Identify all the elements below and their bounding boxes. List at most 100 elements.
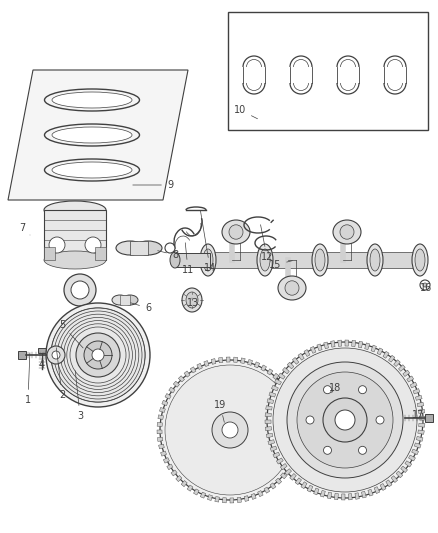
Polygon shape — [295, 478, 301, 484]
Polygon shape — [292, 358, 299, 364]
Circle shape — [84, 341, 112, 369]
Polygon shape — [290, 397, 297, 402]
Polygon shape — [361, 491, 366, 498]
Polygon shape — [341, 494, 345, 500]
Ellipse shape — [257, 244, 273, 276]
Polygon shape — [365, 343, 370, 350]
Polygon shape — [194, 489, 199, 495]
Polygon shape — [425, 414, 433, 422]
Polygon shape — [280, 464, 287, 470]
Polygon shape — [324, 342, 328, 349]
Circle shape — [92, 349, 104, 361]
Polygon shape — [254, 362, 260, 368]
Polygon shape — [157, 430, 162, 434]
Circle shape — [212, 412, 248, 448]
Circle shape — [376, 416, 384, 424]
Polygon shape — [301, 482, 307, 489]
Polygon shape — [304, 350, 310, 357]
Polygon shape — [162, 400, 168, 406]
Circle shape — [86, 373, 94, 381]
Polygon shape — [208, 252, 425, 268]
Polygon shape — [292, 454, 298, 459]
Polygon shape — [297, 441, 302, 445]
Circle shape — [85, 237, 101, 253]
Polygon shape — [173, 381, 180, 387]
Polygon shape — [275, 379, 282, 385]
Text: 5: 5 — [59, 320, 83, 348]
Polygon shape — [261, 365, 266, 371]
Polygon shape — [371, 345, 376, 352]
Text: 14: 14 — [201, 211, 216, 273]
Circle shape — [358, 446, 367, 454]
Polygon shape — [44, 210, 106, 260]
Ellipse shape — [340, 225, 354, 239]
Circle shape — [287, 362, 403, 478]
Polygon shape — [383, 351, 389, 358]
Ellipse shape — [278, 276, 306, 300]
Polygon shape — [233, 357, 238, 362]
Polygon shape — [266, 406, 272, 410]
Polygon shape — [417, 437, 423, 441]
Polygon shape — [338, 340, 342, 346]
Polygon shape — [226, 357, 230, 362]
Ellipse shape — [285, 281, 299, 295]
Polygon shape — [187, 485, 193, 491]
Polygon shape — [399, 365, 405, 372]
Polygon shape — [285, 469, 292, 475]
Polygon shape — [178, 376, 184, 382]
Polygon shape — [219, 358, 223, 363]
Polygon shape — [418, 409, 425, 414]
Ellipse shape — [415, 249, 425, 271]
Text: 12: 12 — [261, 225, 273, 262]
Polygon shape — [394, 360, 400, 367]
Polygon shape — [419, 416, 425, 420]
Polygon shape — [120, 295, 130, 305]
Polygon shape — [297, 418, 303, 423]
Ellipse shape — [182, 288, 202, 312]
Polygon shape — [184, 371, 190, 377]
Polygon shape — [130, 241, 148, 255]
Polygon shape — [273, 373, 279, 379]
Polygon shape — [410, 382, 417, 388]
Polygon shape — [401, 466, 407, 473]
Text: 7: 7 — [19, 223, 30, 235]
Polygon shape — [276, 458, 283, 464]
Ellipse shape — [134, 241, 162, 255]
Polygon shape — [317, 344, 322, 351]
Polygon shape — [38, 348, 46, 353]
Polygon shape — [296, 411, 301, 416]
Polygon shape — [251, 494, 256, 499]
Polygon shape — [175, 253, 210, 267]
Ellipse shape — [229, 225, 243, 239]
Ellipse shape — [44, 251, 106, 269]
Polygon shape — [374, 487, 380, 494]
Text: 19: 19 — [214, 400, 226, 422]
Polygon shape — [280, 473, 287, 479]
Text: 10: 10 — [234, 105, 258, 119]
Polygon shape — [358, 341, 363, 348]
Polygon shape — [265, 426, 272, 431]
Polygon shape — [197, 364, 202, 369]
Polygon shape — [267, 399, 274, 403]
Ellipse shape — [112, 295, 128, 305]
Ellipse shape — [315, 249, 325, 271]
Polygon shape — [223, 498, 226, 503]
Polygon shape — [403, 370, 410, 376]
Polygon shape — [298, 433, 303, 438]
Circle shape — [306, 416, 314, 424]
Circle shape — [46, 303, 150, 407]
Text: 11: 11 — [182, 243, 194, 275]
Polygon shape — [265, 413, 271, 417]
Polygon shape — [157, 422, 162, 426]
Circle shape — [76, 333, 120, 377]
Circle shape — [52, 351, 60, 359]
Polygon shape — [413, 389, 420, 394]
Polygon shape — [278, 378, 284, 384]
Polygon shape — [298, 353, 304, 360]
Polygon shape — [377, 348, 383, 355]
Polygon shape — [290, 473, 297, 480]
Text: 13: 13 — [187, 298, 199, 308]
Bar — [228, 12, 428, 130]
Polygon shape — [283, 367, 289, 374]
Polygon shape — [283, 384, 289, 390]
